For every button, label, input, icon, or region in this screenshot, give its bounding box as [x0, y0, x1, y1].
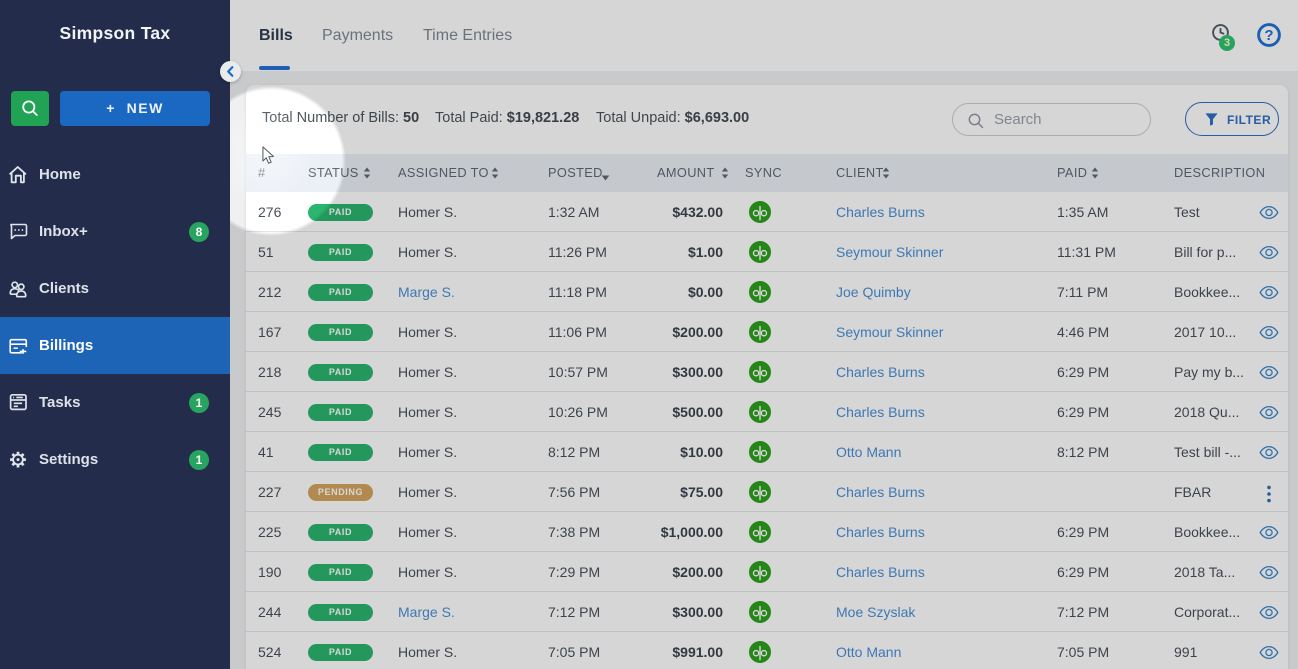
svg-text:?: ?: [1264, 27, 1273, 44]
